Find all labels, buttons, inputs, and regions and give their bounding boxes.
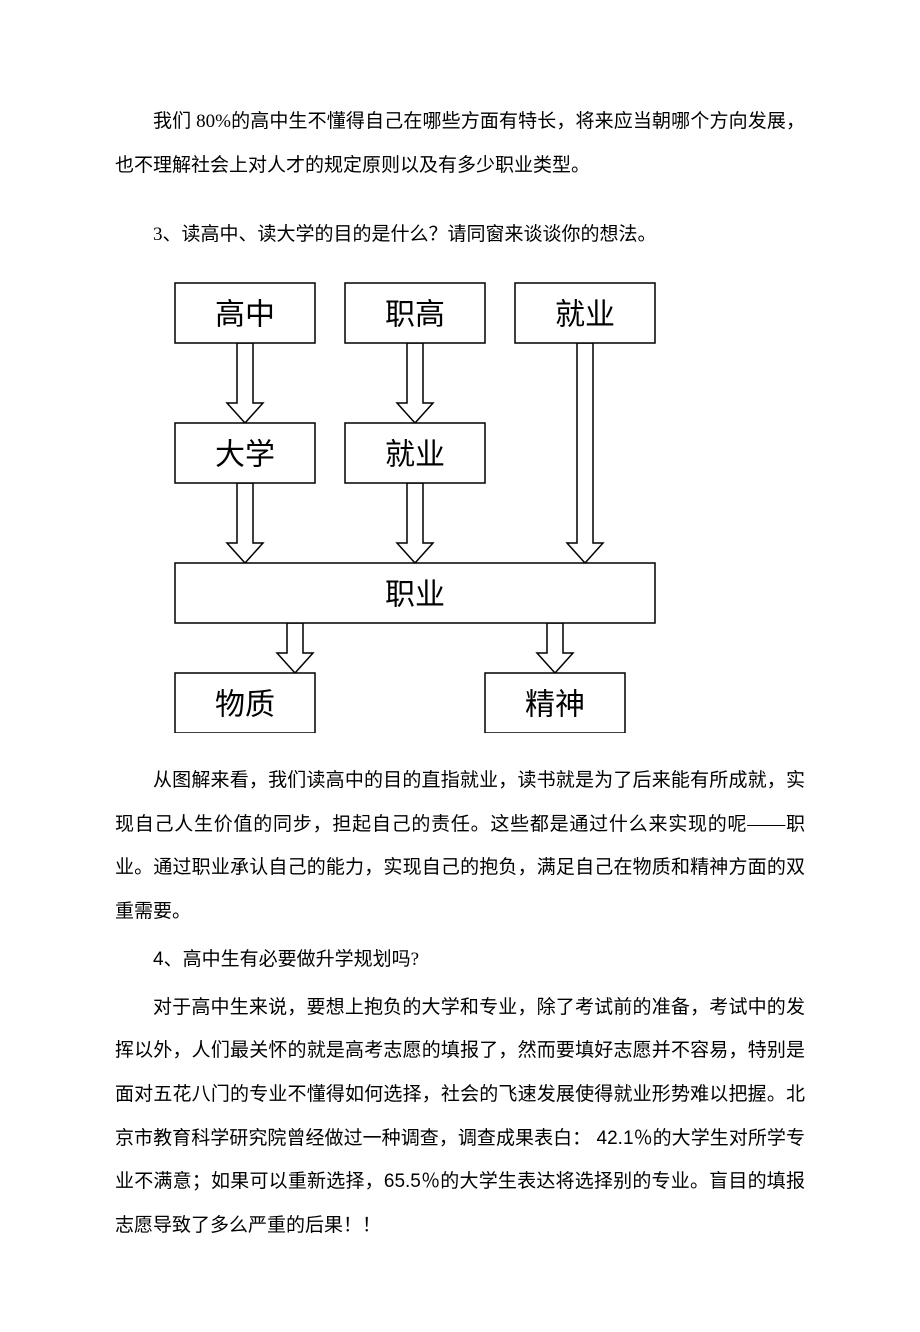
flowchart-svg: 高中职高就业大学就业职业物质精神 xyxy=(115,273,675,733)
survey-num-1: 42.1 xyxy=(591,1128,633,1149)
q4-number: 4 xyxy=(153,949,164,970)
question-3: 3、读高中、读大学的目的是什么？请同窗来谈谈你的想法。 xyxy=(115,213,805,257)
node-label-wuzhi: 物质 xyxy=(215,689,275,722)
paragraph-analysis: 从图解来看，我们读高中的目的直指就业，读书就是为了后来能有所成就，实现自己人生价… xyxy=(115,759,805,934)
arrow-zhigao-to-jiuye2 xyxy=(397,343,433,423)
arrow-zhiye-to-wuzhi xyxy=(277,623,313,673)
node-label-gaozhong: 高中 xyxy=(215,299,275,332)
q4-text: 、高中生有必要做升学规划吗? xyxy=(164,949,419,970)
node-label-jingshen: 精神 xyxy=(525,689,585,722)
survey-num-2: 65.5 xyxy=(384,1171,421,1192)
paragraph-intro: 我们 80%的高中生不懂得自己在哪些方面有特长，将来应当朝哪个方向发展，也不理解… xyxy=(115,100,805,187)
arrow-jiuye2-to-zhiye xyxy=(397,483,433,563)
survey-text-a: 对于高中生来说，要想上抱负的大学和专业，除了考试前的准备，考试中的发挥以外，人们… xyxy=(115,997,805,1149)
paragraph-survey: 对于高中生来说，要想上抱负的大学和专业，除了考试前的准备，考试中的发挥以外，人们… xyxy=(115,986,805,1248)
arrow-daxue-to-zhiye xyxy=(227,483,263,563)
arrow-gaozhong-to-daxue xyxy=(227,343,263,423)
question-4: 4、高中生有必要做升学规划吗? xyxy=(115,938,805,982)
career-flowchart: 高中职高就业大学就业职业物质精神 xyxy=(115,273,805,733)
node-label-jiuye2: 就业 xyxy=(385,439,445,472)
node-label-zhigao: 职高 xyxy=(385,299,445,332)
node-label-daxue: 大学 xyxy=(215,439,275,472)
node-label-jiuye1: 就业 xyxy=(555,299,615,332)
arrow-zhiye-to-jingshen xyxy=(537,623,573,673)
document-page: 我们 80%的高中生不懂得自己在哪些方面有特长，将来应当朝哪个方向发展，也不理解… xyxy=(0,0,920,1332)
node-label-zhiye: 职业 xyxy=(385,579,445,612)
arrow-jiuye1-to-zhiye xyxy=(567,343,603,563)
